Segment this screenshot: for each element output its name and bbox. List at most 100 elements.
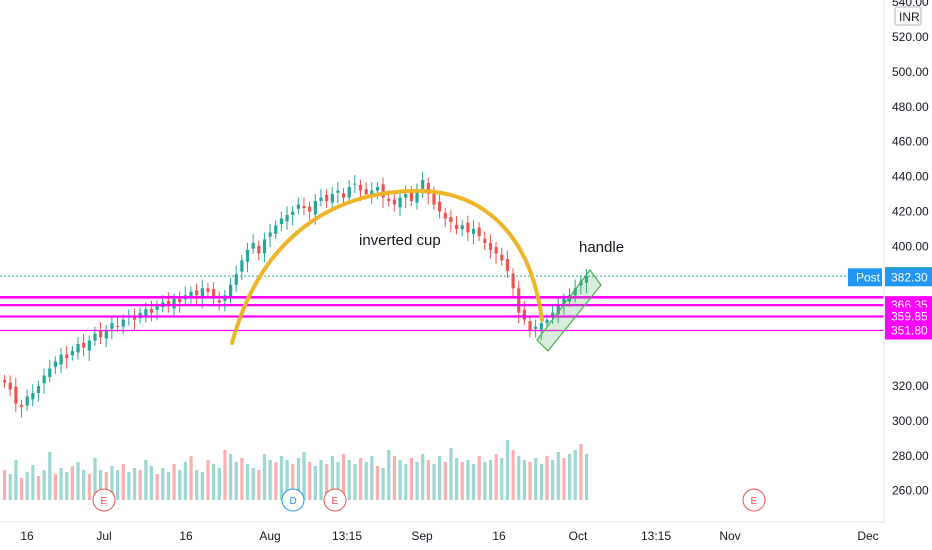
- candle-body: [42, 375, 46, 384]
- volume-bar: [99, 470, 103, 500]
- candle-body: [189, 291, 193, 297]
- volume-bar: [104, 472, 108, 500]
- candle-body: [409, 191, 413, 202]
- volume-bar: [25, 472, 29, 500]
- volume-bar: [212, 464, 216, 500]
- inverted-cup-arc: [230, 188, 544, 345]
- price-axis[interactable]: 540.00 520.00 500.00 480.00 460.00 440.00 420.…: [848, 0, 932, 522]
- candle-body: [562, 298, 566, 305]
- volume-bar: [42, 470, 46, 500]
- candle-body: [494, 247, 498, 254]
- currency-label: INR: [899, 10, 920, 24]
- volume-bar: [8, 474, 12, 500]
- candle-body: [36, 386, 41, 393]
- volume-bar: [155, 474, 159, 500]
- candle-body: [8, 382, 12, 390]
- volume-bar: [65, 472, 69, 500]
- candle-body: [404, 194, 408, 198]
- volume-bar: [110, 466, 114, 500]
- volume-bar: [500, 458, 504, 500]
- volume-bar: [149, 466, 154, 500]
- volume-bar: [426, 460, 430, 500]
- volume-bar: [347, 460, 351, 500]
- price-tick-label: 320.00: [892, 379, 929, 393]
- time-tick-label: Sep: [411, 529, 433, 543]
- candle-body: [471, 228, 476, 234]
- candle-body: [200, 288, 204, 299]
- volume-bar: [313, 466, 317, 500]
- candle-body: [172, 298, 176, 309]
- volume-bar: [240, 458, 244, 500]
- candle-body: [70, 351, 74, 356]
- volume-bar: [415, 462, 419, 500]
- handle-channel: [536, 268, 602, 352]
- price-tick-label: 520.00: [892, 30, 929, 44]
- candle-body: [477, 227, 481, 236]
- candle-body: [206, 288, 210, 292]
- candle-body: [82, 342, 86, 348]
- event-marker-label: E: [101, 496, 108, 507]
- volume-bar: [449, 448, 453, 500]
- volume-bar: [195, 470, 199, 500]
- volume-bar: [132, 468, 137, 500]
- time-tick-label: 13:15: [641, 529, 671, 543]
- candle-body: [375, 187, 380, 191]
- candlesticks: [3, 171, 589, 418]
- volume-bar: [438, 456, 442, 500]
- candle-body: [87, 340, 91, 351]
- candle-body: [358, 184, 363, 191]
- volume-bar: [460, 462, 464, 500]
- event-marker-label: E: [751, 496, 758, 507]
- candle-body: [449, 217, 453, 222]
- volume-bar: [517, 456, 521, 500]
- volume-bar: [274, 462, 278, 500]
- candle-body: [240, 260, 244, 272]
- volume-bar: [443, 462, 447, 500]
- volume-bar: [387, 450, 391, 500]
- volume-bar: [477, 456, 481, 500]
- candle-body: [144, 309, 148, 316]
- volume-bar: [573, 450, 577, 500]
- volume-bar: [291, 464, 295, 500]
- volume-bar: [48, 452, 52, 500]
- volume-bar: [455, 458, 459, 500]
- volume-bar: [534, 458, 538, 500]
- candle-body: [426, 182, 430, 195]
- volume-bar: [3, 470, 7, 500]
- candle-body: [308, 206, 312, 212]
- volume-bar: [471, 464, 476, 500]
- volume-bar: [562, 458, 566, 500]
- candle-body: [25, 396, 29, 406]
- volume-bar: [483, 462, 487, 500]
- event-marker: [742, 488, 766, 512]
- candle-body: [296, 204, 300, 209]
- annotation-handle: handle: [579, 239, 624, 256]
- price-badge-label: 351.80: [891, 324, 928, 338]
- candle-body: [132, 317, 137, 320]
- candle-body: [212, 288, 216, 299]
- price-tick-label: 500.00: [892, 65, 929, 79]
- volume-bar: [217, 468, 221, 500]
- volume-bar: [234, 462, 238, 500]
- price-tick-label: 460.00: [892, 135, 929, 149]
- time-tick-label: Dec: [857, 529, 878, 543]
- price-tick-label: 480.00: [892, 100, 929, 114]
- candle-body: [545, 319, 549, 324]
- drawings: inverted cup handle: [230, 188, 624, 352]
- volume-bar: [121, 464, 125, 500]
- volume-bar: [76, 462, 80, 500]
- volume-bar: [432, 464, 436, 500]
- candle-body: [65, 354, 69, 359]
- post-tag-label: Post: [856, 270, 881, 284]
- volume-bar: [138, 470, 142, 500]
- candle-body: [517, 288, 521, 313]
- candle-body: [398, 197, 402, 208]
- candle-body: [3, 380, 7, 383]
- candle-body: [539, 323, 543, 330]
- candle-body: [59, 354, 63, 365]
- volume-bar: [257, 470, 261, 500]
- candle-body: [443, 212, 447, 219]
- time-axis[interactable]: 16 Jul 16 Aug 13:15 Sep 16 Oct 13:15 Nov Dec: [0, 521, 884, 543]
